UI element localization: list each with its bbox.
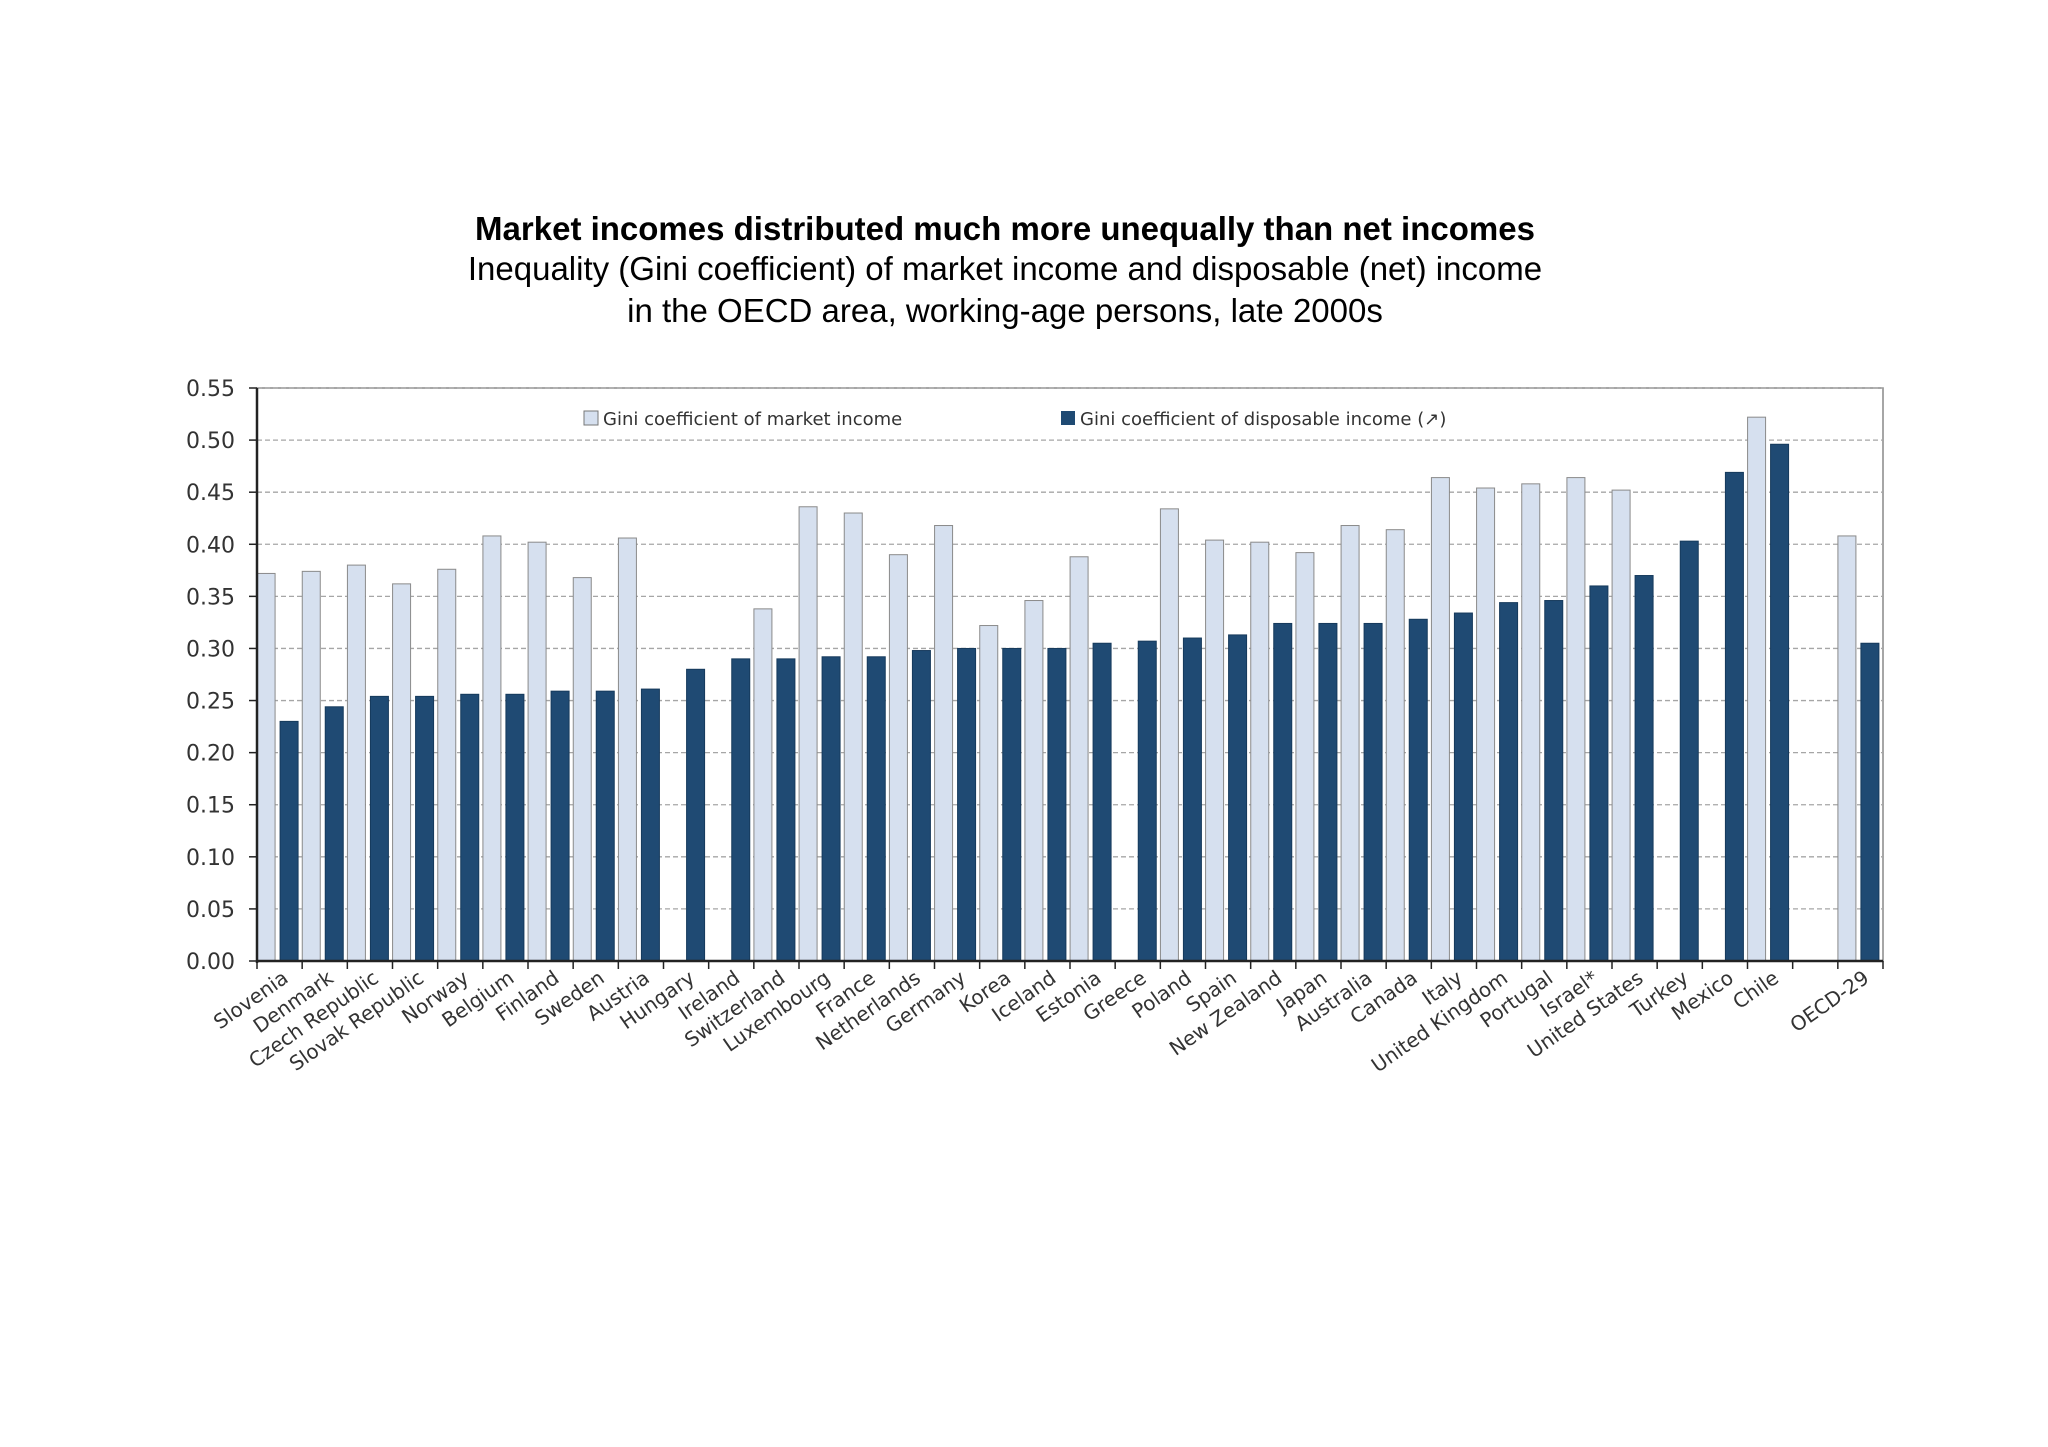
y-tick-labels: 0.00 0.05 0.10 0.15 0.20 0.25 0.30 0.35 0.40 0.45… [186,377,257,975]
bar-market-1 [301,570,321,962]
bar-market-16 [979,625,999,962]
y-tick-label-2: 0.10 [186,846,235,871]
x-label-33: Chile [1728,965,1783,1013]
bar-market-18 [1069,556,1089,962]
bar-disposable-7 [595,690,615,962]
bar-market-8 [617,537,637,962]
bar-market-24 [1340,525,1360,962]
y-tick-label-8: 0.40 [186,533,235,558]
bar-disposable-15 [957,647,977,962]
bar-disposable-35 [1860,642,1880,962]
legend-swatch-disposable [1061,411,1075,425]
bar-disposable-1 [324,706,344,962]
y-tick-label-0: 0.00 [186,950,235,975]
bar-market-35 [1837,535,1857,962]
legend-label-market: Gini coefficient of market income [603,409,902,430]
bar-market-6 [527,541,547,962]
bar-disposable-30 [1634,575,1654,962]
bar-market-33 [1747,416,1767,962]
bar-disposable-33 [1770,443,1790,962]
bars [256,416,1880,962]
chart-titles: Market incomes distributed much more une… [0,210,2010,332]
bar-disposable-31 [1679,540,1699,962]
bar-disposable-23 [1318,622,1338,962]
bar-disposable-12 [821,656,841,962]
bar-market-15 [934,525,954,962]
bar-disposable-0 [279,720,299,962]
bar-market-27 [1476,487,1496,962]
y-tick-label-7: 0.35 [186,585,235,610]
bar-market-14 [888,554,908,962]
bar-market-4 [437,568,457,962]
bar-market-17 [1024,600,1044,962]
bar-disposable-19 [1137,640,1157,962]
bar-disposable-13 [866,656,886,962]
bar-market-5 [482,535,502,962]
bar-disposable-32 [1724,471,1744,962]
bar-disposable-9 [686,668,706,962]
bar-disposable-18 [1092,642,1112,962]
bar-disposable-11 [776,658,796,962]
bar-disposable-29 [1589,585,1609,962]
bar-disposable-17 [1047,647,1067,962]
bar-market-29 [1566,477,1586,962]
x-label-35: OECD-29 [1785,965,1873,1037]
legend: Gini coefficient of market income Gini c… [583,409,1446,430]
bar-disposable-21 [1228,634,1248,962]
bar-disposable-8 [640,688,660,962]
bar-market-7 [572,577,592,962]
bar-market-26 [1430,477,1450,962]
bar-market-22 [1250,541,1270,962]
y-tick-label-9: 0.45 [186,481,235,506]
bar-disposable-22 [1273,622,1293,962]
bar-market-2 [346,564,366,962]
y-tick-label-11: 0.55 [186,377,235,402]
bar-disposable-26 [1453,612,1473,962]
y-tick-label-4: 0.20 [186,742,235,767]
bar-market-20 [1159,508,1179,962]
bar-disposable-20 [1182,637,1202,962]
bar-market-0 [256,572,276,962]
bar-disposable-24 [1363,622,1383,962]
bar-market-28 [1521,483,1541,962]
bar-disposable-25 [1408,618,1428,962]
legend-swatch-market [583,410,599,426]
bar-disposable-10 [731,658,751,962]
bar-market-13 [843,512,863,962]
chart-title: Market incomes distributed much more une… [475,210,1535,247]
bar-market-25 [1385,529,1405,962]
bar-disposable-2 [369,695,389,962]
bar-market-23 [1295,552,1315,962]
bar-disposable-3 [415,695,435,962]
y-tick-label-1: 0.05 [186,898,235,923]
y-tick-label-5: 0.25 [186,690,235,715]
y-tick-label-6: 0.30 [186,637,235,662]
bar-market-3 [392,583,412,962]
chart-subtitle-line-2: in the OECD area, working-age persons, l… [627,292,1383,329]
bar-disposable-16 [1002,647,1022,962]
bar-market-12 [798,506,818,962]
legend-label-disposable: Gini coefficient of disposable income (↗… [1080,409,1446,430]
bar-market-21 [1205,539,1225,962]
y-tick-label-3: 0.15 [186,794,235,819]
bar-disposable-5 [505,693,525,962]
bar-market-11 [753,608,773,962]
bar-disposable-28 [1544,600,1564,962]
bar-market-30 [1611,489,1631,962]
bar-disposable-4 [460,693,480,962]
bar-disposable-27 [1499,602,1519,962]
y-tick-label-10: 0.50 [186,429,235,454]
bar-disposable-6 [550,690,570,962]
bar-disposable-14 [911,650,931,962]
chart-subtitle-line-1: Inequality (Gini coefficient) of market … [467,250,1543,287]
